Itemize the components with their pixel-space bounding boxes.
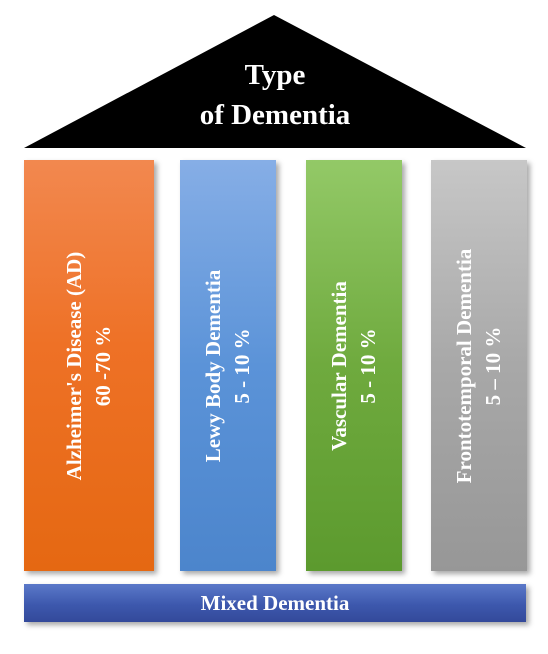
roof xyxy=(24,15,526,148)
pillar-frontotemporal-text: Frontotemporal Dementia 5 – 10 % xyxy=(450,166,508,566)
roof-triangle xyxy=(24,15,526,148)
pillar-frontotemporal: Frontotemporal Dementia 5 – 10 % xyxy=(431,160,527,571)
pillar-lewy-body-name: Lewy Body Dementia xyxy=(201,269,225,462)
pillar-vascular-text: Vascular Dementia 5 - 10 % xyxy=(325,166,383,566)
pillar-vascular-range: 5 - 10 % xyxy=(356,327,380,404)
base-mixed-dementia-label: Mixed Dementia xyxy=(200,591,350,615)
roof-title-line-2: of Dementia xyxy=(199,99,351,131)
pillar-frontotemporal-range: 5 – 10 % xyxy=(481,326,505,405)
pillar-vascular: Vascular Dementia 5 - 10 % xyxy=(306,160,402,571)
pillar-alzheimers-range: 60 -70 % xyxy=(91,325,115,406)
pillar-lewy-body: Lewy Body Dementia 5 - 10 % xyxy=(180,160,276,571)
pillar-lewy-body-text: Lewy Body Dementia 5 - 10 % xyxy=(199,166,257,566)
pillar-frontotemporal-name: Frontotemporal Dementia xyxy=(452,248,476,483)
roof-title-line-1: Type xyxy=(244,59,306,91)
pillar-alzheimers-text: Alzheimer's Disease (AD) 60 -70 % xyxy=(60,166,118,566)
base-mixed-dementia: Mixed Dementia xyxy=(24,584,526,622)
pillar-alzheimers: Alzheimer's Disease (AD) 60 -70 % xyxy=(24,160,154,571)
pillar-vascular-name: Vascular Dementia xyxy=(327,280,351,451)
pillar-alzheimers-name: Alzheimer's Disease (AD) xyxy=(62,251,86,480)
pillar-lewy-body-range: 5 - 10 % xyxy=(230,327,254,404)
